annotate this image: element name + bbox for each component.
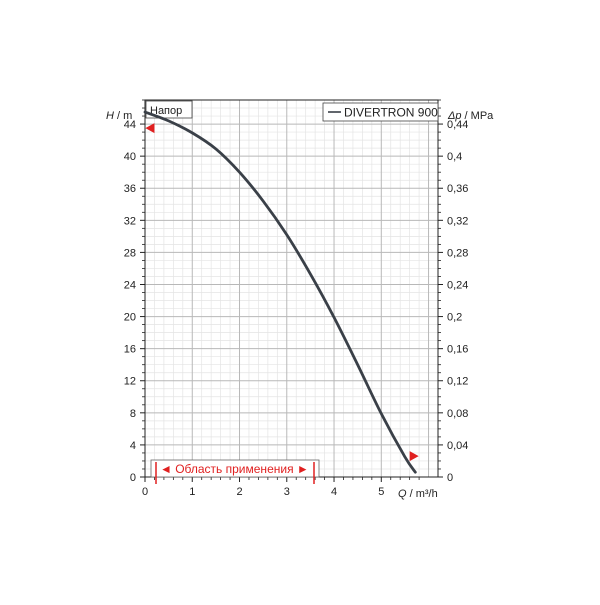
y-axis-label: H / m: [106, 110, 132, 122]
y-tick-label: 12: [124, 376, 136, 388]
x-axis-ticks: 0 1 2 3 4 5: [142, 477, 420, 498]
y2-tick-label: 0,12: [447, 376, 468, 388]
y2-tick-label: 0,24: [447, 279, 468, 291]
x-tick-label: 2: [236, 486, 242, 498]
x-tick-label: 0: [142, 486, 148, 498]
y-tick-label: 40: [124, 151, 136, 163]
chart-title: Напор: [150, 105, 182, 117]
y-tick-label: 24: [124, 279, 136, 291]
series-line-divertron-900: [143, 110, 417, 474]
y2-tick-label: 0,32: [447, 215, 468, 227]
page-border: [130, 97, 490, 497]
x-tick-label: 3: [284, 486, 290, 498]
application-range-label: ◄ Область применения ►: [160, 462, 309, 476]
y-axis-ticks: 0 4 8 12 16 20 24 28 32 36 40 44: [124, 99, 145, 484]
application-range-box: [150, 459, 320, 478]
y2-tick-label: 0,08: [447, 408, 468, 420]
curve-end-marker: [409, 451, 419, 462]
y-tick-label: 8: [130, 408, 136, 420]
curve-start-marker: [145, 123, 155, 134]
x-tick-label: 1: [189, 486, 195, 498]
y-tick-label: 32: [124, 215, 136, 227]
y2-tick-label: 0: [447, 472, 453, 484]
x-tick-label: 5: [378, 486, 384, 498]
y-tick-label: 4: [130, 440, 136, 452]
y-tick-label: 0: [130, 472, 136, 484]
y2-tick-label: 0,44: [447, 119, 468, 131]
y2-axis-label: Δp / MPa: [447, 110, 494, 122]
y2-tick-label: 0,04: [447, 440, 468, 452]
x-tick-label: 4: [331, 486, 337, 498]
y2-tick-label: 0,28: [447, 247, 468, 259]
y-tick-label: 36: [124, 183, 136, 195]
x-axis-label: Q / m³/h: [398, 488, 438, 500]
y-tick-label: 20: [124, 312, 136, 324]
legend-box: [322, 102, 439, 122]
y2-tick-label: 0,36: [447, 183, 468, 195]
y-tick-label: 28: [124, 247, 136, 259]
minor-grid: [145, 99, 439, 477]
y2-tick-label: 0,2: [447, 312, 462, 324]
y2-tick-label: 0,16: [447, 344, 468, 356]
y2-axis-ticks: 0 0,04 0,08 0,12 0,16 0,2 0,24 0,28 0,32 0,36 0,4 0…: [438, 99, 468, 484]
y-tick-label: 16: [124, 344, 136, 356]
legend-label: DIVERTRON 900: [344, 106, 438, 120]
title-box: [145, 100, 193, 119]
y-tick-label: 44: [124, 119, 136, 131]
y2-tick-label: 0,4: [447, 151, 462, 163]
